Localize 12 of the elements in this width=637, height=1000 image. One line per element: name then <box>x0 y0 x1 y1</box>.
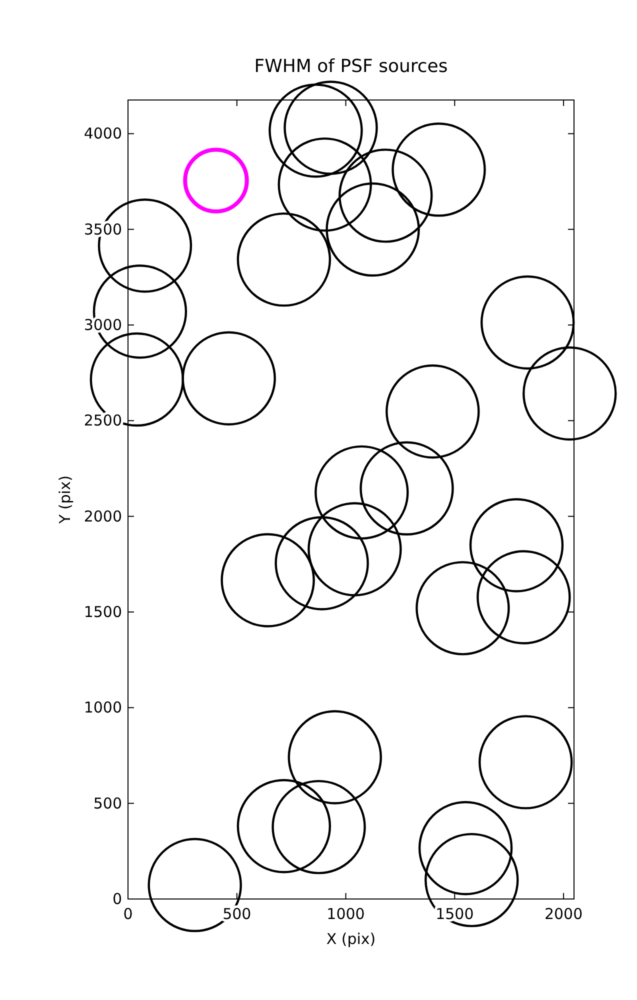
y-tick-label: 0 <box>112 890 122 908</box>
y-tick-label: 1000 <box>84 698 122 717</box>
y-tick-label: 1500 <box>84 603 122 622</box>
y-tick-label: 4000 <box>84 124 122 143</box>
chart-title: FWHM of PSF sources <box>254 56 448 77</box>
x-tick-label: 2000 <box>544 905 583 923</box>
y-tick-label: 2000 <box>84 507 122 526</box>
x-tick-label: 0 <box>123 905 133 923</box>
y-axis-title: Y (pix) <box>56 475 74 525</box>
x-axis-title: X (pix) <box>326 930 376 948</box>
x-tick-label: 1000 <box>326 905 365 923</box>
y-tick-label: 500 <box>93 794 122 812</box>
